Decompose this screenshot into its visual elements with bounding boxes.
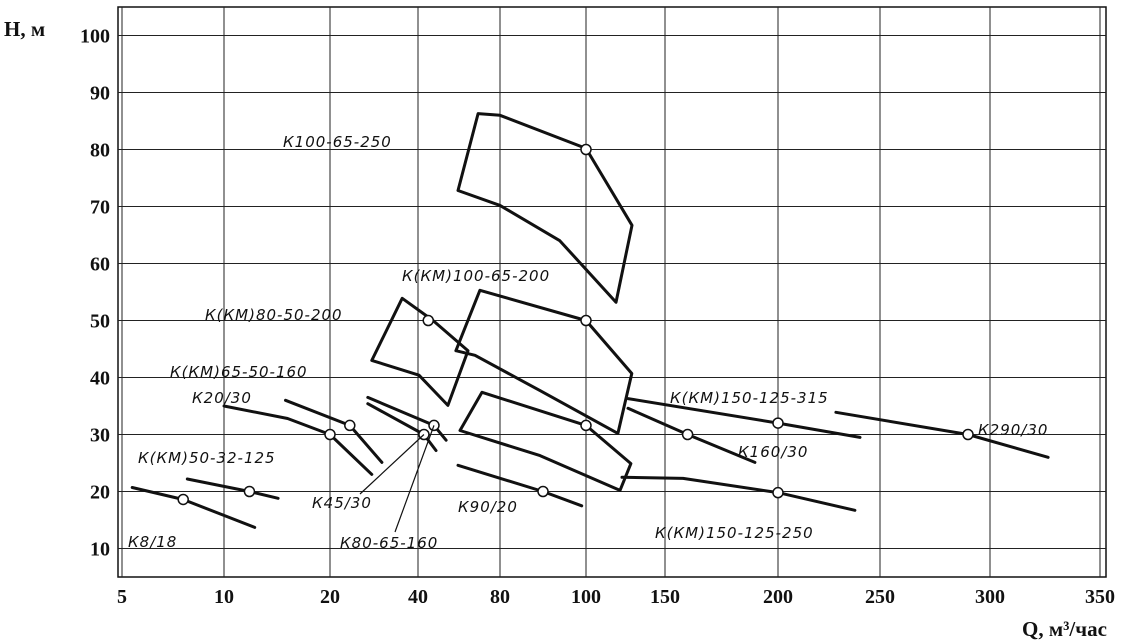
pump-zone xyxy=(456,112,634,304)
duty-point xyxy=(177,493,189,506)
y-tick-label: 70 xyxy=(90,197,110,219)
pump-label: К(КМ)65-50-160 xyxy=(170,363,308,381)
pump-curve xyxy=(130,486,257,529)
pump-label: К45/30 xyxy=(312,494,372,512)
y-tick-label: 100 xyxy=(80,26,110,48)
x-tick-label: 300 xyxy=(975,586,1005,608)
duty-point xyxy=(422,314,434,327)
pump-label: К(КМ)50-32-125 xyxy=(138,449,276,467)
x-tick-label: 100 xyxy=(571,586,601,608)
x-tick-label: 20 xyxy=(320,586,340,608)
y-tick-label: 60 xyxy=(90,254,110,276)
y-tick-label: 10 xyxy=(90,539,110,561)
x-tick-label: 40 xyxy=(408,586,428,608)
pump-zone xyxy=(370,296,470,407)
x-tick-label: 350 xyxy=(1085,586,1115,608)
pump-label: К100-65-250 xyxy=(283,133,392,151)
x-axis-label: Q, м³/час xyxy=(1022,617,1107,641)
pump-label: К(КМ)150-125-250 xyxy=(655,524,814,542)
duty-point xyxy=(580,314,592,327)
y-tick-label: 20 xyxy=(90,482,110,504)
pump-label: К20/30 xyxy=(192,389,252,407)
pump-curve xyxy=(366,395,448,442)
x-tick-label: 200 xyxy=(763,586,793,608)
duty-point xyxy=(537,485,549,498)
x-tick-label: 150 xyxy=(650,586,680,608)
pump-label: К160/30 xyxy=(738,443,808,461)
duty-point xyxy=(580,143,592,156)
pump-label: К(КМ)100-65-200 xyxy=(402,267,550,285)
x-tick-label: 10 xyxy=(214,586,234,608)
duty-point xyxy=(681,428,694,441)
pump-zone xyxy=(458,390,633,492)
x-tick-label: 80 xyxy=(490,586,510,608)
pump-curve xyxy=(620,475,857,512)
duty-point xyxy=(580,419,592,432)
label-arrow xyxy=(394,425,435,533)
pump-label: К80-65-160 xyxy=(340,534,438,552)
x-tick-label: 5 xyxy=(117,586,127,608)
pump-label: К(КМ)80-50-200 xyxy=(205,306,343,324)
x-tick-label: 250 xyxy=(865,586,895,608)
plot-frame xyxy=(117,6,1107,578)
duty-point xyxy=(324,428,336,441)
y-tick-label: 40 xyxy=(90,368,110,390)
pump-label: К(КМ)150-125-315 xyxy=(670,389,829,407)
duty-point xyxy=(344,419,356,432)
label-arrow xyxy=(359,434,425,495)
pump-curve xyxy=(185,477,280,500)
pump-label: К8/18 xyxy=(128,533,177,551)
y-tick-label: 30 xyxy=(90,425,110,447)
duty-point xyxy=(243,485,256,498)
pump-label: К290/30 xyxy=(978,421,1048,439)
y-tick-label: 50 xyxy=(90,311,110,333)
duty-point xyxy=(772,486,784,499)
pump-label: К90/20 xyxy=(458,498,518,516)
y-axis-label: H, м xyxy=(4,17,45,41)
y-tick-label: 90 xyxy=(90,83,110,105)
pump-curve xyxy=(222,404,374,476)
duty-point xyxy=(772,417,784,429)
pump-zone xyxy=(454,288,634,435)
duty-point xyxy=(962,428,974,441)
y-tick-label: 80 xyxy=(90,140,110,162)
